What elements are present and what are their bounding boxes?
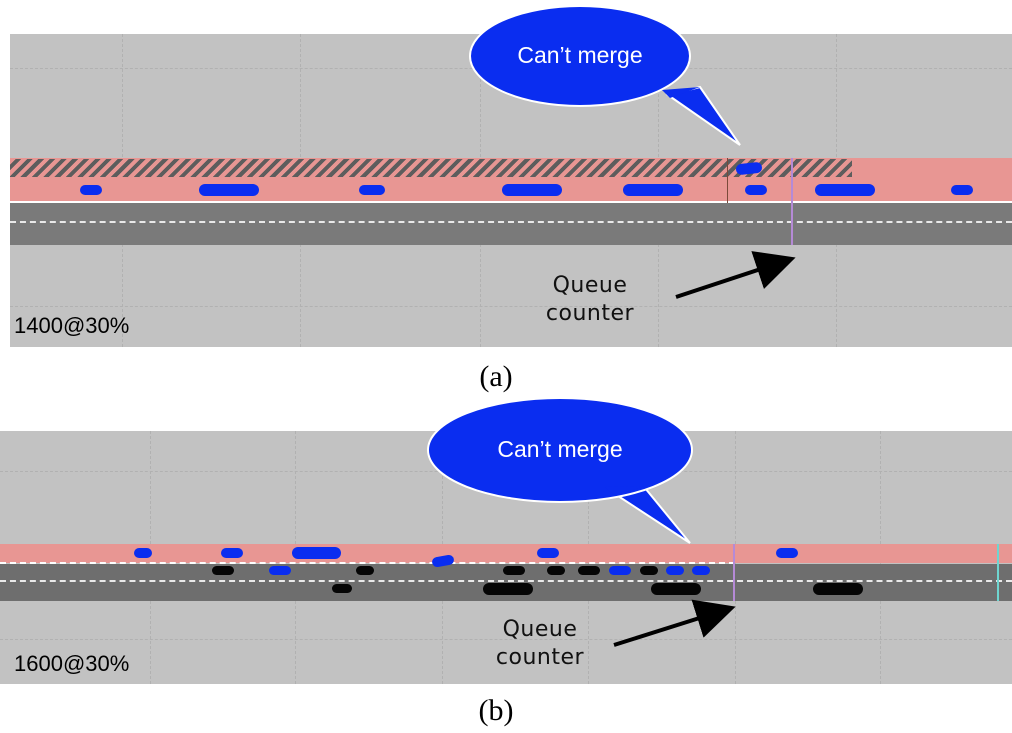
grid-line [0, 471, 1012, 472]
hov-vehicle [666, 566, 684, 575]
general-vehicle [813, 583, 863, 595]
hov-vehicle [815, 184, 875, 196]
panel-b-simulation-view: 1600@30% Queue counter [0, 431, 1012, 684]
general-vehicle [503, 566, 525, 575]
scenario-label: 1600@30% [14, 651, 130, 676]
general-vehicle [356, 566, 374, 575]
lane-divider [10, 221, 1012, 223]
grid-line [10, 306, 1012, 307]
merge-lane [0, 544, 1012, 563]
hov-vehicle [134, 548, 152, 558]
hov-vehicle [80, 185, 102, 195]
scenario-label: 1400@30% [14, 313, 130, 338]
grid-line [0, 639, 1012, 640]
queue-counter-label-line2: counter [495, 645, 585, 670]
general-vehicle [547, 566, 565, 575]
merge-point-marker [727, 158, 728, 203]
hov-vehicle [951, 185, 973, 195]
hov-vehicle [776, 548, 798, 558]
callout-text-b: Can’t merge [497, 436, 623, 462]
lane-edge-line [0, 562, 735, 564]
general-vehicle [651, 583, 701, 595]
hov-vehicle [692, 566, 710, 575]
callout-text-a: Can’t merge [517, 42, 643, 68]
hov-vehicle [221, 548, 243, 558]
panel-a-simulation-view: 1400@30% Queue counter [10, 34, 1012, 347]
lane-edge-line [10, 201, 1012, 203]
hov-vehicle [269, 566, 291, 575]
hov-vehicle [292, 547, 341, 559]
general-vehicle [212, 566, 234, 575]
general-vehicle [578, 566, 600, 575]
queue-counter-line [791, 158, 793, 245]
caption-a: (a) [479, 360, 513, 393]
general-vehicle [332, 584, 352, 593]
lane-divider [0, 580, 1012, 582]
hov-vehicle [502, 184, 562, 196]
general-vehicle [640, 566, 658, 575]
hatched-lane-closure [10, 159, 852, 177]
hov-vehicle [745, 185, 767, 195]
queue-counter-label-line2: counter [545, 301, 635, 326]
hov-vehicle [623, 184, 683, 196]
queue-counter-label-line1: Queue [552, 273, 628, 298]
caption-b: (b) [478, 694, 514, 727]
hov-vehicle [199, 184, 259, 196]
queue-counter-label: Queue counter [490, 616, 590, 672]
segment-end-marker [997, 544, 999, 601]
queue-counter-line [733, 544, 735, 601]
hov-vehicle [359, 185, 385, 195]
hov-vehicle [537, 548, 559, 558]
general-vehicle [483, 583, 533, 595]
hov-vehicle [609, 566, 631, 575]
queue-counter-label: Queue counter [540, 272, 640, 328]
queue-counter-label-line1: Queue [502, 617, 578, 642]
mainline-road [10, 203, 1012, 245]
